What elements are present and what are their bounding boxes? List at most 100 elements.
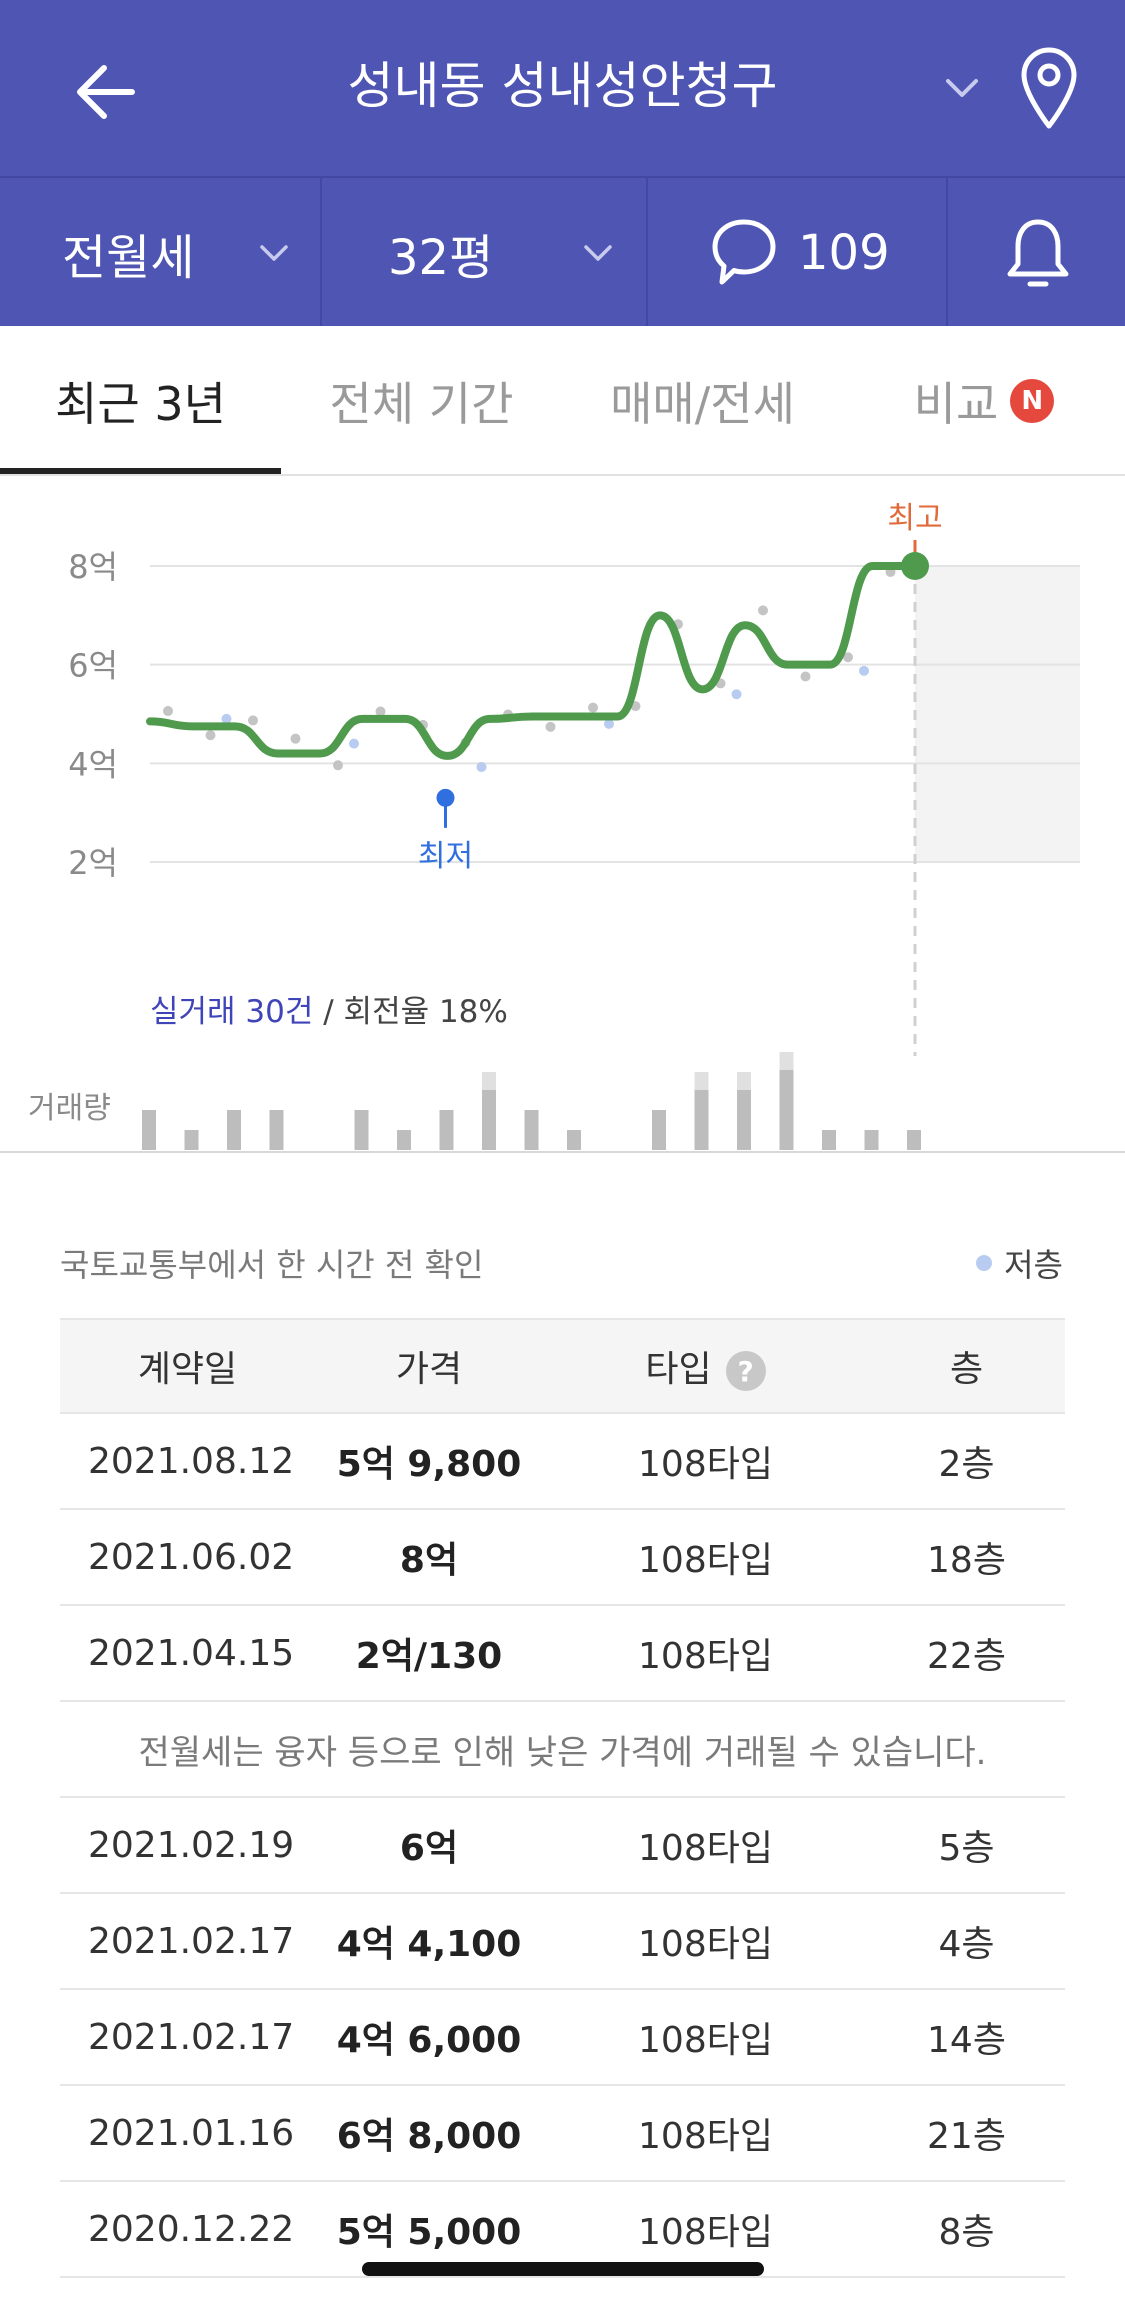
- size-filter[interactable]: 32평: [322, 178, 648, 328]
- transaction-dot-low-floor: [349, 738, 359, 749]
- cell-type: 108타입: [638, 1444, 773, 1485]
- deal-type-filter[interactable]: 전월세: [0, 178, 322, 328]
- tab-label: 전체 기간: [329, 377, 514, 431]
- chevron-down-icon[interactable]: [940, 66, 984, 110]
- volume-bar: [822, 1130, 836, 1150]
- transaction-dot-low-floor: [731, 689, 742, 700]
- cell-floor: 14층: [927, 2020, 1006, 2061]
- transactions-table: 계약일 가격 타입? 층 2021.08.12 5억 9,800 108타입 2층 20…: [60, 1318, 1065, 2278]
- table-row[interactable]: 2021.02.17 4억 6,000 108타입 14층: [60, 1990, 1065, 2086]
- help-icon[interactable]: ?: [725, 1351, 766, 1391]
- cell-price: 5억 5,000: [336, 2212, 522, 2253]
- alert-button[interactable]: [948, 178, 1125, 328]
- high-point: [901, 552, 929, 580]
- chevron-down-icon: [260, 245, 288, 261]
- cell-price: 4억 6,000: [336, 2020, 522, 2061]
- cell-floor: 8층: [938, 2212, 995, 2253]
- volume-bar-extra: [737, 1072, 751, 1090]
- transaction-dot: [800, 671, 811, 682]
- future-area: [915, 566, 1080, 862]
- speech-bubble-icon: [712, 219, 776, 285]
- legend-label: 저층: [1004, 1246, 1063, 1284]
- volume-bar: [397, 1130, 411, 1150]
- volume-bar: [482, 1090, 496, 1150]
- deal-type-label: 전월세: [62, 230, 195, 286]
- new-badge: N: [1010, 379, 1055, 423]
- low-point: [436, 788, 455, 807]
- cell-floor: 21층: [927, 2116, 1006, 2157]
- transaction-dot: [588, 702, 598, 713]
- header-type-label: 타입: [645, 1349, 712, 1390]
- tab-compare[interactable]: 비교 N: [843, 326, 1125, 476]
- low-floor-legend: 저층: [976, 1240, 1063, 1286]
- volume-bar: [142, 1110, 156, 1150]
- tab-all-period[interactable]: 전체 기간: [281, 326, 562, 476]
- volume-label: 거래량: [28, 1091, 111, 1126]
- cell-floor: 18층: [927, 1540, 1006, 1581]
- volume-bar-extra: [482, 1072, 496, 1090]
- volume-bar-extra: [694, 1072, 709, 1090]
- data-source-text: 국토교통부에서 한 시간 전 확인: [60, 1246, 484, 1284]
- turnover-rate: / 회전율 18%: [313, 994, 507, 1030]
- cell-price: 8억: [399, 1540, 459, 1581]
- cell-date: 2021.04.15: [88, 1632, 295, 1674]
- y-tick-label: 4억: [68, 745, 118, 783]
- cell-date: 2021.02.19: [88, 1824, 295, 1866]
- table-row[interactable]: 2021.02.19 6억 108타입 5층: [60, 1798, 1065, 1894]
- cell-date: 2021.02.17: [88, 1920, 295, 1962]
- tab-sale-jeonse[interactable]: 매매/전세: [562, 326, 843, 476]
- y-tick-label: 6억: [68, 647, 118, 685]
- transaction-dot-low-floor: [221, 713, 232, 724]
- volume-bar: [439, 1110, 454, 1150]
- cell-type: 108타입: [638, 1540, 773, 1581]
- y-tick-label: 2억: [68, 844, 118, 882]
- table-row[interactable]: 2021.06.02 8억 108타입 18층: [60, 1510, 1065, 1606]
- tab-recent-3y[interactable]: 최근 3년: [0, 326, 281, 476]
- cell-type: 108타입: [638, 1636, 773, 1677]
- legend-dot: [976, 1255, 993, 1271]
- cell-floor: 5층: [938, 1828, 995, 1869]
- page-title[interactable]: 성내동 성내성안청구: [347, 57, 778, 115]
- volume-bar: [567, 1130, 581, 1150]
- volume-bar: [652, 1110, 666, 1150]
- home-indicator: [362, 2262, 764, 2276]
- chevron-down-icon: [584, 245, 612, 261]
- table-header: 계약일 가격 타입? 층: [60, 1318, 1065, 1414]
- transaction-dot: [205, 730, 216, 741]
- transaction-dot-low-floor: [604, 718, 614, 729]
- map-pin-icon[interactable]: [1018, 46, 1080, 130]
- transaction-dot-low-floor: [476, 762, 487, 773]
- tab-label: 비교: [913, 377, 999, 431]
- volume-bar: [779, 1070, 794, 1150]
- table-row[interactable]: 2021.04.15 2억/130 108타입 22층: [60, 1606, 1065, 1702]
- low-label: 최저: [418, 839, 473, 874]
- table-row[interactable]: 2021.02.17 4억 4,100 108타입 4층: [60, 1894, 1065, 1990]
- volume-bar: [354, 1110, 369, 1150]
- volume-bar-extra: [779, 1052, 794, 1070]
- arrow-left-icon[interactable]: [70, 52, 150, 132]
- volume-bar: [227, 1110, 241, 1150]
- bell-icon: [1007, 219, 1069, 287]
- high-label: 최고: [887, 501, 942, 536]
- table-row[interactable]: 2021.01.16 6억 8,000 108타입 21층: [60, 2086, 1065, 2182]
- cell-type: 108타입: [638, 2116, 773, 2157]
- transaction-dot: [843, 652, 853, 663]
- table-row[interactable]: 2020.12.22 5억 5,000 108타입 8층: [60, 2182, 1065, 2278]
- comments-button[interactable]: 109: [648, 178, 948, 328]
- transaction-dot: [375, 706, 386, 717]
- comment-count: 109: [798, 225, 890, 281]
- table-row[interactable]: 2021.08.12 5억 9,800 108타입 2층: [60, 1414, 1065, 1510]
- volume-bar: [737, 1090, 751, 1150]
- active-tab-indicator: [0, 468, 281, 474]
- filter-bar: 전월세 32평 109: [0, 176, 1125, 328]
- transaction-dot-low-floor: [859, 665, 869, 676]
- volume-bar: [269, 1110, 284, 1150]
- cell-type: 108타입: [638, 1924, 773, 1965]
- period-tabs: 최근 3년 전체 기간 매매/전세 비교 N: [0, 326, 1125, 476]
- trade-count: 실거래 30건: [150, 994, 313, 1030]
- cell-type: 108타입: [638, 2020, 773, 2061]
- tab-label: 매매/전세: [610, 377, 795, 431]
- transaction-dot: [545, 721, 556, 732]
- header-floor: 층: [949, 1349, 984, 1390]
